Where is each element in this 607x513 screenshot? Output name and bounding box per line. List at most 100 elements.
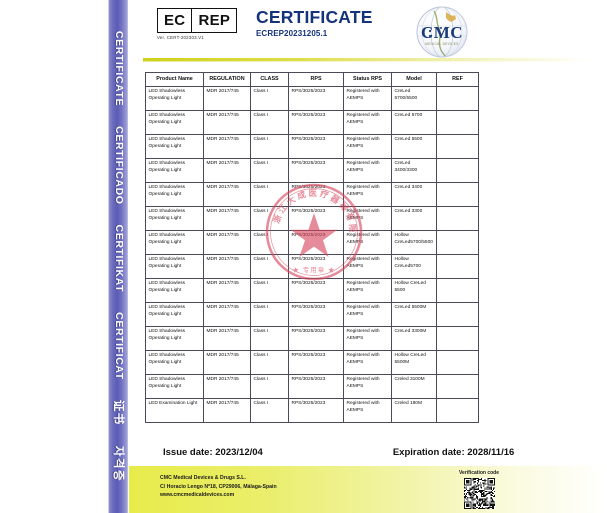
header-divider bbox=[143, 58, 593, 61]
cell-status-rps: Registered with AEMPS bbox=[343, 302, 392, 328]
dates-row: Issue date: 2023/12/04 Expiration date: … bbox=[145, 447, 600, 458]
cell-product-name: LED Examination Light bbox=[145, 398, 204, 424]
qr-code[interactable] bbox=[463, 478, 495, 509]
cell-product-name: LED Shadowless Operating Light bbox=[145, 254, 204, 280]
cell-rps: RPS/3025/2023 bbox=[288, 206, 344, 232]
cell-class: Class I bbox=[250, 134, 289, 160]
cell-class: Class I bbox=[250, 374, 289, 400]
cell-rps: RPS/3025/2023 bbox=[288, 110, 344, 136]
title-block: CERTIFICATE ECREP20231205.1 bbox=[256, 8, 373, 38]
cell-product-name: LED Shadowless Operating Light bbox=[145, 182, 204, 208]
cell-model: Creled 3100M bbox=[391, 374, 437, 400]
cell-class: Class I bbox=[250, 158, 289, 184]
cell-ref bbox=[436, 158, 479, 184]
table-row: LED Shadowless Operating Light MDR 2017/7… bbox=[145, 374, 479, 400]
cell-model: CreLed 3300 bbox=[391, 206, 437, 232]
cell-model: CreLed 3400 bbox=[391, 182, 437, 208]
ec-rep-symbol: EC REP bbox=[157, 8, 238, 33]
svg-text:CMC: CMC bbox=[421, 23, 463, 42]
spine-word-certificate: CERTIFICATE bbox=[113, 30, 125, 107]
cell-product-name: LED Shadowless Operating Light bbox=[145, 302, 204, 328]
products-table: Product Name REGULATION CLASS RPS Status… bbox=[145, 71, 479, 424]
cell-ref bbox=[436, 110, 479, 136]
table-row: LED Shadowless Operating Light MDR 2017/7… bbox=[145, 206, 479, 232]
cell-ref bbox=[436, 350, 479, 376]
cell-status-rps: Registered with AEMPS bbox=[343, 278, 392, 304]
cell-product-name: LED Shadowless Operating Light bbox=[145, 230, 204, 256]
cell-regulation: MDR 2017/745 bbox=[203, 302, 251, 328]
svg-text:MEDICAL DEVICES: MEDICAL DEVICES bbox=[425, 42, 458, 46]
table-row: LED Shadowless Operating Light MDR 2017/7… bbox=[145, 326, 479, 352]
cell-status-rps: Registered with AEMPS bbox=[343, 182, 392, 208]
col-product-name: Product Name bbox=[145, 71, 204, 88]
cell-class: Class I bbox=[250, 302, 289, 328]
certificate-number: ECREP20231205.1 bbox=[256, 28, 328, 38]
cell-product-name: LED Shadowless Operating Light bbox=[145, 110, 204, 136]
expiration-date: Expiration date: 2028/11/16 bbox=[392, 447, 515, 458]
cell-status-rps: Registered with AEMPS bbox=[343, 374, 392, 400]
cell-ref bbox=[436, 86, 479, 112]
cell-model: CreLed 5700 bbox=[391, 110, 437, 136]
cell-product-name: LED Shadowless Operating Light bbox=[145, 374, 204, 400]
cell-regulation: MDR 2017/745 bbox=[203, 374, 251, 400]
cell-product-name: LED Shadowless Operating Light bbox=[145, 278, 204, 304]
company-website[interactable]: www.cmcmedicaldevices.com bbox=[160, 492, 235, 499]
cell-regulation: MDR 2017/745 bbox=[203, 350, 251, 376]
cell-ref bbox=[436, 374, 479, 400]
cell-product-name: LED Shadowless Operating Light bbox=[145, 134, 204, 160]
spine-word-chinese: 证书 bbox=[112, 399, 124, 426]
verification-label: Verification code bbox=[458, 470, 499, 476]
table-row: LED Shadowless Operating Light MDR 2017/7… bbox=[145, 254, 479, 280]
cell-product-name: LED Shadowless Operating Light bbox=[145, 86, 204, 112]
cell-ref bbox=[436, 398, 479, 424]
cell-regulation: MDR 2017/745 bbox=[203, 398, 251, 424]
cell-rps: RPS/3025/2023 bbox=[288, 398, 344, 424]
col-model: Model bbox=[391, 71, 437, 88]
cell-regulation: MDR 2017/745 bbox=[203, 110, 251, 136]
cell-rps: RPS/3025/2023 bbox=[288, 254, 344, 280]
spine-word-certificat: CERTIFICAT bbox=[113, 312, 125, 380]
cell-regulation: MDR 2017/745 bbox=[203, 182, 251, 208]
ec-label: EC bbox=[158, 9, 193, 32]
table-row: LED Shadowless Operating Light MDR 2017/7… bbox=[145, 86, 479, 112]
cell-ref bbox=[436, 206, 479, 232]
cell-model: CreLed 5500 bbox=[391, 134, 437, 160]
table-body: LED Shadowless Operating Light MDR 2017/7… bbox=[145, 86, 479, 424]
cell-model: CreLed 5700/5500 bbox=[391, 86, 437, 112]
cell-ref bbox=[436, 134, 479, 160]
verification-block: Verification code bbox=[429, 470, 529, 509]
company-street: C/ Horacio Lengo Nº18, CP29006, Málaga-S… bbox=[160, 483, 277, 490]
cell-class: Class I bbox=[250, 254, 289, 280]
cell-ref bbox=[436, 326, 479, 352]
cell-class: Class I bbox=[250, 182, 289, 208]
spine-word-certifikat: CERTIFIKAT bbox=[113, 224, 125, 293]
cell-regulation: MDR 2017/745 bbox=[203, 206, 251, 232]
certificate-footer: CMC Medical Devices & Drugs S.L. C/ Hora… bbox=[129, 466, 607, 513]
cell-status-rps: Registered with AEMPS bbox=[343, 350, 392, 376]
table-row: LED Shadowless Operating Light MDR 2017/7… bbox=[145, 302, 479, 328]
cell-class: Class I bbox=[250, 350, 289, 376]
cell-status-rps: Registered with AEMPS bbox=[343, 110, 392, 136]
table-row: LED Shadowless Operating Light MDR 2017/7… bbox=[145, 134, 479, 160]
cell-class: Class I bbox=[250, 326, 289, 352]
table-row: LED Examination Light MDR 2017/745 Class I… bbox=[145, 398, 479, 424]
ec-rep-block: EC REP Ver. CERT-202303.V1 bbox=[157, 8, 238, 40]
cell-status-rps: Registered with AEMPS bbox=[343, 326, 392, 352]
cell-rps: RPS/3025/2023 bbox=[288, 374, 344, 400]
cell-class: Class I bbox=[250, 206, 289, 232]
cell-regulation: MDR 2017/745 bbox=[203, 326, 251, 352]
cell-regulation: MDR 2017/745 bbox=[203, 134, 251, 160]
cell-rps: RPS/3025/2023 bbox=[288, 86, 344, 112]
cell-class: Class I bbox=[250, 278, 289, 304]
cell-product-name: LED Shadowless Operating Light bbox=[145, 350, 204, 376]
cell-ref bbox=[436, 230, 479, 256]
cell-rps: RPS/3025/2023 bbox=[288, 134, 344, 160]
company-address: CMC Medical Devices & Drugs S.L. C/ Hora… bbox=[160, 474, 277, 500]
cell-ref bbox=[436, 278, 479, 304]
cell-regulation: MDR 2017/745 bbox=[203, 278, 251, 304]
cell-rps: RPS/3025/2023 bbox=[288, 230, 344, 256]
cell-rps: RPS/3025/2023 bbox=[288, 182, 344, 208]
spine-words: CERTIFICATE CERTIFICADO CERTIFIKAT CERTI… bbox=[109, 0, 129, 513]
cell-regulation: MDR 2017/745 bbox=[203, 158, 251, 184]
cell-product-name: LED Shadowless Operating Light bbox=[145, 206, 204, 232]
